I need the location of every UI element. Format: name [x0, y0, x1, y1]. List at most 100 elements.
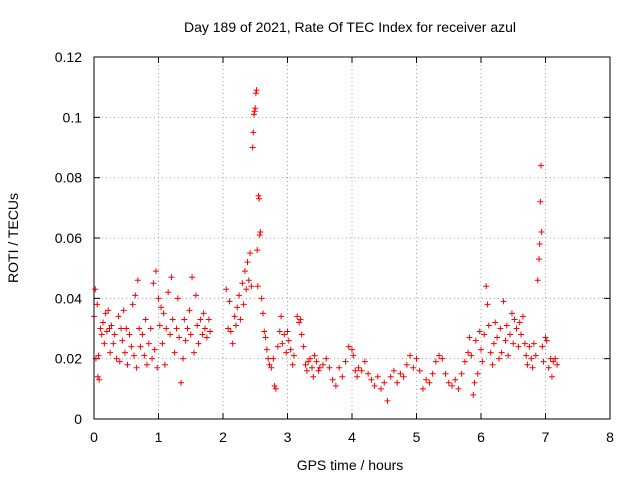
data-point — [378, 385, 385, 392]
data-point — [354, 373, 361, 380]
data-point — [155, 295, 162, 302]
data-point — [187, 331, 194, 338]
data-point — [100, 319, 107, 326]
x-tick-label: 6 — [477, 429, 485, 445]
data-point — [285, 337, 292, 344]
data-point — [523, 352, 530, 359]
data-point — [181, 316, 188, 323]
data-point — [149, 355, 156, 362]
data-point — [265, 355, 272, 362]
data-point — [180, 355, 187, 362]
x-tick-label: 5 — [413, 429, 421, 445]
data-point — [240, 301, 247, 308]
data-point — [92, 286, 99, 293]
data-point — [268, 364, 275, 371]
data-point — [223, 286, 230, 293]
data-point — [502, 337, 509, 344]
data-point — [287, 346, 294, 353]
data-point — [200, 310, 207, 317]
data-point — [160, 310, 167, 317]
plot-frame — [93, 56, 611, 420]
data-point — [465, 349, 472, 356]
data-point — [199, 331, 206, 338]
data-point — [254, 283, 261, 290]
data-point — [201, 325, 208, 332]
data-point — [279, 340, 286, 347]
data-point — [257, 228, 264, 235]
data-point — [150, 280, 157, 287]
data-point — [355, 364, 362, 371]
data-point — [536, 256, 543, 263]
data-point — [442, 370, 449, 377]
data-point — [205, 316, 212, 323]
data-point — [539, 343, 546, 350]
data-point — [313, 358, 320, 365]
data-point — [98, 331, 105, 338]
data-point — [300, 343, 307, 350]
data-point — [326, 364, 333, 371]
data-point — [94, 301, 101, 308]
data-point — [487, 349, 494, 356]
data-point — [96, 376, 103, 383]
data-point — [416, 367, 423, 374]
y-tick-label: 0.12 — [55, 49, 82, 65]
data-point — [448, 382, 455, 389]
data-point — [358, 367, 365, 374]
data-point — [484, 301, 491, 308]
data-point — [192, 292, 199, 299]
data-point — [350, 352, 357, 359]
data-point — [407, 352, 414, 359]
data-point — [515, 343, 522, 350]
data-point — [384, 397, 391, 404]
data-point — [137, 343, 144, 350]
data-point — [189, 274, 196, 281]
data-point — [517, 331, 524, 338]
data-point — [161, 361, 168, 368]
data-point — [439, 355, 446, 362]
data-point — [239, 280, 246, 287]
data-point — [526, 343, 533, 350]
data-point — [452, 376, 459, 383]
data-point — [207, 328, 214, 335]
y-tick-label: 0.02 — [55, 351, 82, 367]
data-point — [94, 373, 101, 380]
data-point — [108, 322, 115, 329]
data-point — [261, 328, 268, 335]
data-point — [126, 331, 133, 338]
data-point — [236, 292, 243, 299]
data-point — [116, 358, 123, 365]
data-point — [159, 340, 166, 347]
data-point — [278, 313, 285, 320]
data-point — [107, 349, 114, 356]
data-point — [97, 325, 104, 332]
data-point — [303, 367, 310, 374]
data-point — [436, 352, 443, 359]
data-point — [489, 361, 496, 368]
data-point — [252, 105, 259, 112]
data-point — [374, 373, 381, 380]
data-point — [329, 376, 336, 383]
y-tick-label: 0 — [74, 411, 82, 427]
data-point — [249, 144, 256, 151]
data-point — [258, 295, 265, 302]
data-point — [115, 313, 122, 320]
data-point — [156, 322, 163, 329]
data-point — [458, 370, 465, 377]
data-point — [528, 355, 535, 362]
data-point — [532, 352, 539, 359]
data-point — [227, 328, 234, 335]
data-point — [472, 337, 479, 344]
data-point — [503, 322, 510, 329]
data-point — [283, 349, 290, 356]
data-point — [244, 259, 251, 266]
data-point — [266, 361, 273, 368]
data-point — [182, 337, 189, 344]
chart-title: Day 189 of 2021, Rate Of TEC Index for r… — [184, 19, 516, 35]
data-point — [323, 355, 330, 362]
data-point — [203, 334, 210, 341]
data-point — [536, 241, 543, 248]
data-point — [466, 334, 473, 341]
data-point — [274, 343, 281, 350]
data-point — [510, 340, 517, 347]
data-point — [419, 385, 426, 392]
